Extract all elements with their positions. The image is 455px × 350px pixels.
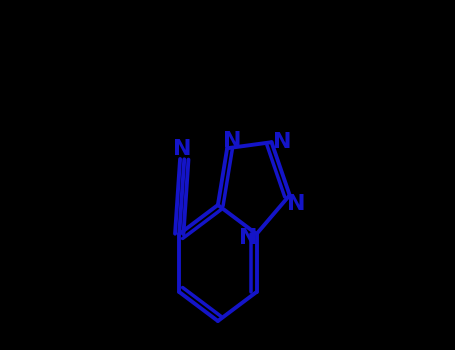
Text: N: N <box>173 140 192 160</box>
Text: N: N <box>223 131 242 150</box>
Text: N: N <box>288 194 306 214</box>
Text: N: N <box>273 132 291 152</box>
Text: N: N <box>238 228 257 247</box>
